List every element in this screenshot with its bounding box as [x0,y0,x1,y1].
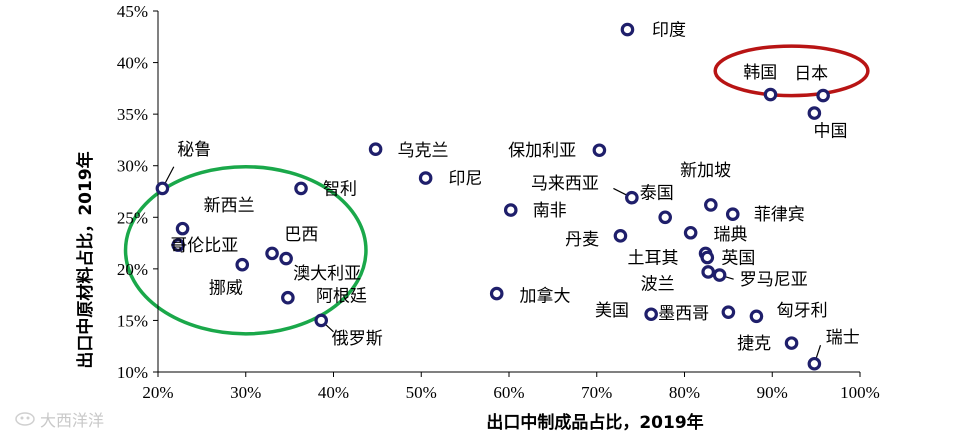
country-label: 澳大利亚 [293,264,361,284]
y-axis-title: 出口中原材料占比，2019年 [75,151,96,368]
country-label: 南非 [533,201,567,221]
country-label: 墨西哥 [658,304,709,324]
country-label: 土耳其 [627,249,678,269]
country-label: 波兰 [641,274,675,294]
y-tick-label: 20% [117,260,148,279]
data-point [683,225,698,240]
x-tick-label: 40% [318,383,349,402]
country-label: 俄罗斯 [332,329,383,349]
country-label: 哥伦比亚 [170,236,238,256]
point-labels: 印度韩国 日本中国秘鲁 乌克兰 保加利亚智利 印尼 马来西亚泰国新加坡新西兰 南非 菲律宾哥伦… [170,21,859,355]
data-point [725,207,740,221]
annotation-layer [123,44,870,336]
country-label: 加拿大 [520,286,571,307]
data-point [155,181,170,196]
y-tick-label: 40% [117,54,148,73]
y-tick-label: 25% [117,208,148,227]
country-label: 日本 [794,64,828,84]
country-label: 巴西 [284,225,318,245]
country-label: 印尼 [448,169,482,189]
highlight-ellipse-red [713,44,870,98]
country-label: 智利 [323,179,357,199]
data-point [368,142,383,157]
x-tick-label: 70% [581,383,612,402]
country-label: 印度 [652,21,686,41]
country-label: 丹麦 [565,230,599,250]
y-tick-label: 35% [117,105,148,124]
country-label: 匈牙利 [777,301,828,321]
y-tick-label: 45% [117,2,148,21]
data-point [658,210,672,225]
data-point [175,221,190,236]
y-tick-label: 30% [117,157,148,176]
country-label: 英国 [721,249,755,269]
data-point [625,190,639,205]
data-point [700,250,715,265]
data-point [294,181,308,196]
data-point [235,257,250,272]
country-label: 挪威 [209,278,243,298]
data-point [503,203,518,217]
data-point [749,309,764,324]
country-label: 乌克兰 [398,141,449,161]
country-label: 菲律宾 [754,205,805,225]
x-tick-label: 50% [406,383,437,402]
data-point [704,198,718,212]
x-tick-label: 90% [757,383,788,402]
x-axis-title: 出口中制成品占比，2019年 [486,412,703,433]
x-tick-label: 60% [493,383,524,402]
country-label: 秘鲁 [177,140,211,160]
data-point [620,22,635,37]
y-tick-label: 10% [117,363,148,382]
country-label: 泰国 [640,184,674,204]
x-tick-label: 30% [230,383,261,402]
country-label: 捷克 [737,334,771,354]
data-point [712,268,727,282]
data-point [816,88,830,103]
data-point [721,305,736,319]
data-point [613,229,628,243]
country-label: 罗马尼亚 [740,270,808,290]
data-point [701,265,715,279]
data-point [807,106,822,120]
data-point [418,171,433,185]
data-point [281,290,295,305]
data-point [279,251,293,266]
data-points [155,22,830,371]
data-point [763,87,778,102]
country-label: 美国 [595,301,629,321]
watermark: 大西洋洋 [40,411,104,430]
x-tick-label: 100% [840,383,880,402]
country-label: 瑞士 [826,328,860,348]
data-point [314,313,329,328]
country-label: 保加利亚 [508,141,576,161]
x-tick-label: 80% [669,383,700,402]
data-point [592,143,607,158]
country-label: 阿根廷 [316,287,367,307]
data-point [489,286,504,301]
country-label: 新西兰 [204,196,255,216]
country-label: 瑞典 [713,225,747,245]
country-label: 新加坡 [680,161,731,181]
data-point [644,307,658,322]
country-label: 马来西亚 [531,174,599,194]
data-point [784,336,799,350]
watermark-logo-icon [15,412,35,426]
data-point [807,356,822,371]
country-label: 韩国 [743,63,777,83]
x-tick-label: 20% [142,383,173,402]
data-point [171,238,185,252]
y-tick-label: 15% [117,311,148,330]
data-point [265,246,279,261]
axes: 10% 15% 20% 25% 30% 35% 40% 45% 20% 30% 40% 50% 60% 7… [117,2,880,402]
country-label: 中国 [813,122,847,142]
highlight-ellipse-green [123,164,368,336]
